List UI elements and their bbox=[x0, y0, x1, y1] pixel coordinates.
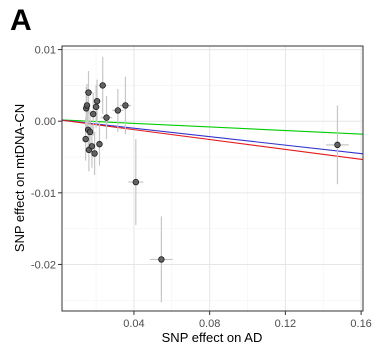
major-grid bbox=[62, 46, 363, 311]
x-axis-ticks: 0.04 0.08 0.12 0.16 bbox=[123, 311, 372, 330]
y-axis-ticks: 0.01 0.00 -0.01 -0.02 bbox=[31, 45, 62, 271]
data-point bbox=[103, 114, 110, 121]
data-point bbox=[93, 97, 101, 105]
minor-grid bbox=[62, 46, 363, 311]
y-tick-label: -0.01 bbox=[31, 188, 56, 200]
plot-border bbox=[61, 45, 364, 312]
y-tick-label: 0.00 bbox=[35, 116, 56, 128]
data-point bbox=[82, 135, 89, 143]
y-tick-label: -0.02 bbox=[31, 259, 56, 271]
data-point bbox=[158, 256, 165, 263]
data-point bbox=[85, 89, 92, 96]
x-tick-label: 0.04 bbox=[123, 318, 144, 330]
data-point bbox=[99, 82, 106, 89]
data-point bbox=[114, 107, 122, 114]
y-tick-label: 0.01 bbox=[35, 45, 56, 57]
data-point bbox=[96, 140, 103, 148]
panel-label: A bbox=[10, 4, 32, 37]
data-point bbox=[132, 178, 140, 186]
y-axis-title: SNP effect on mtDNA-CN bbox=[12, 104, 27, 252]
data-point bbox=[91, 150, 98, 157]
data-point bbox=[122, 102, 129, 109]
data-points bbox=[82, 82, 341, 263]
data-point bbox=[90, 110, 97, 118]
data-point bbox=[334, 141, 341, 149]
regression-lines bbox=[61, 119, 364, 161]
data-point bbox=[86, 128, 94, 136]
data-point bbox=[83, 102, 91, 109]
x-axis-title: SNP effect on AD bbox=[162, 330, 263, 345]
regression-line bbox=[61, 119, 364, 135]
regression-line bbox=[61, 119, 364, 161]
x-tick-label: 0.12 bbox=[275, 318, 296, 330]
plot-background bbox=[62, 46, 363, 311]
x-tick-label: 0.08 bbox=[199, 318, 220, 330]
x-tick-label: 0.16 bbox=[350, 318, 371, 330]
regression-line bbox=[61, 119, 364, 155]
data-point bbox=[88, 143, 96, 150]
data-point bbox=[92, 103, 100, 111]
